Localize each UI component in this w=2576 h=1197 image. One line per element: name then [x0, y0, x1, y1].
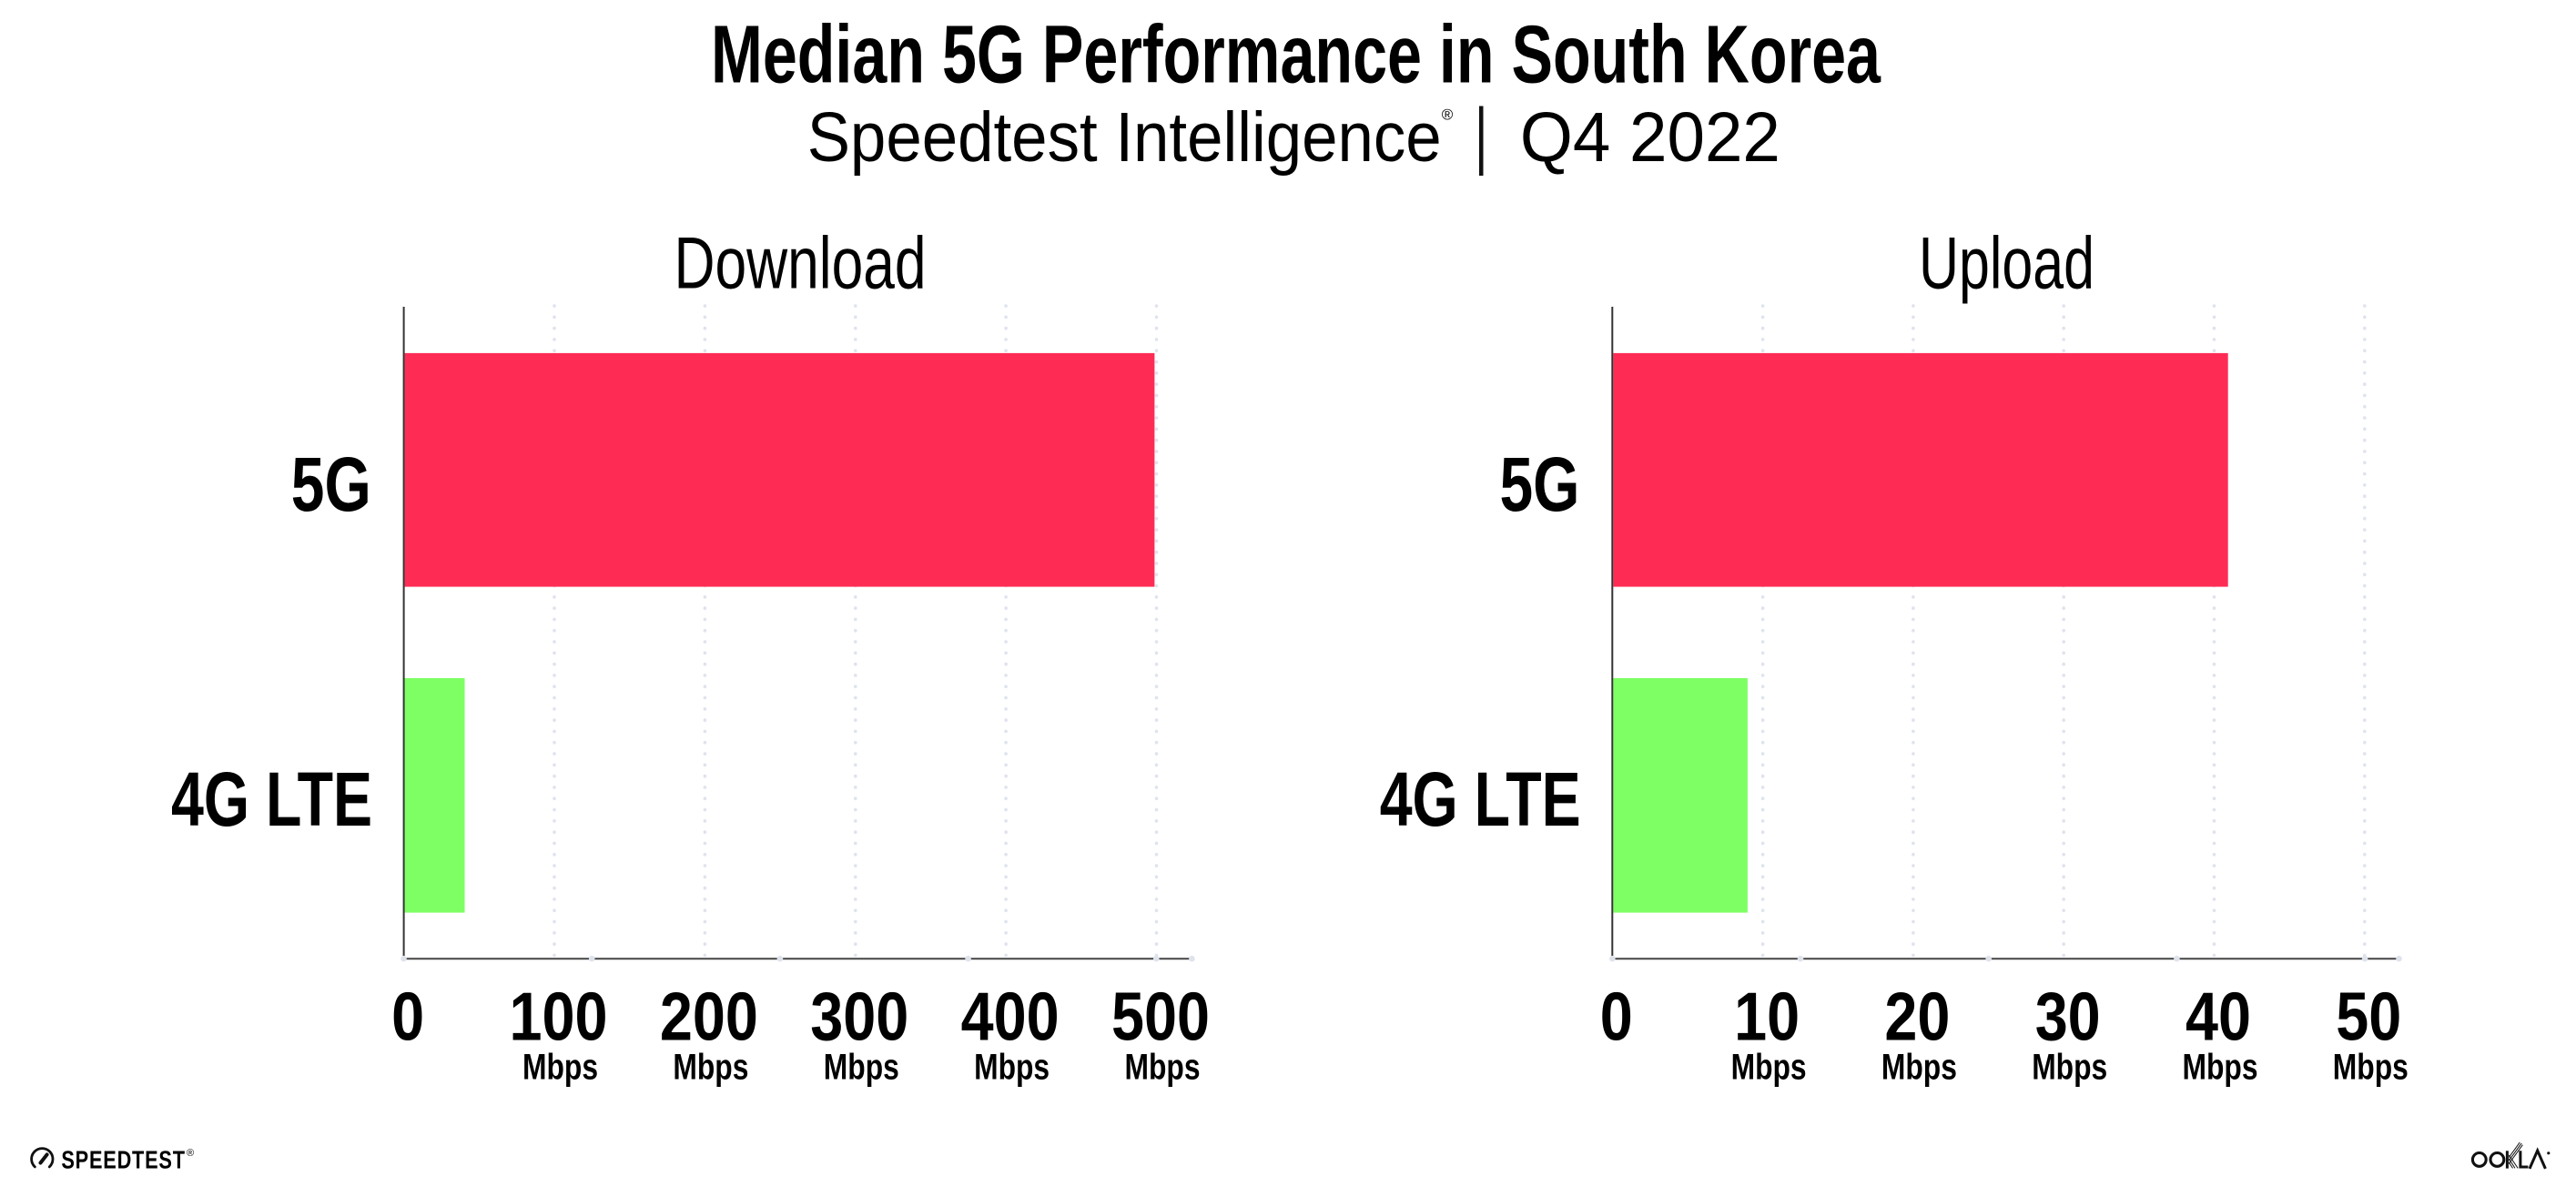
svg-text:5G: 5G — [1500, 441, 1580, 527]
svg-text:Mbps: Mbps — [974, 1047, 1050, 1087]
svg-text:SPEEDTEST: SPEEDTEST — [61, 1146, 185, 1174]
svg-text:0: 0 — [1600, 978, 1633, 1054]
svg-text:Mbps: Mbps — [522, 1047, 598, 1087]
svg-text:Mbps: Mbps — [2183, 1047, 2258, 1087]
svg-text:Download: Download — [674, 223, 927, 305]
svg-text:®: ® — [187, 1148, 194, 1159]
svg-text:Mbps: Mbps — [824, 1047, 899, 1087]
svg-text:200: 200 — [660, 978, 758, 1054]
svg-text:Mbps: Mbps — [1125, 1047, 1201, 1087]
svg-text:100: 100 — [510, 978, 608, 1054]
svg-text:40: 40 — [2186, 978, 2251, 1054]
svg-text:400: 400 — [961, 978, 1060, 1054]
svg-text:Mbps: Mbps — [1881, 1047, 1957, 1087]
svg-text:0: 0 — [391, 978, 424, 1054]
svg-text:50: 50 — [2336, 978, 2401, 1054]
svg-text:4G LTE: 4G LTE — [171, 756, 372, 842]
svg-text:Mbps: Mbps — [673, 1047, 748, 1087]
svg-text:Q4 2022: Q4 2022 — [1520, 98, 1780, 177]
svg-text:500: 500 — [1111, 978, 1210, 1054]
svg-text:30: 30 — [2035, 978, 2101, 1054]
svg-text:Mbps: Mbps — [2032, 1047, 2107, 1087]
svg-text:®: ® — [1442, 107, 1454, 124]
svg-text:10: 10 — [1734, 978, 1800, 1054]
svg-text:300: 300 — [810, 978, 908, 1054]
svg-text:5G: 5G — [291, 441, 371, 527]
svg-text:Mbps: Mbps — [2333, 1047, 2409, 1087]
svg-text:Median 5G Performance in South: Median 5G Performance in South Korea — [711, 10, 1881, 101]
svg-text:Upload: Upload — [1919, 223, 2094, 305]
svg-text:Mbps: Mbps — [1731, 1047, 1807, 1087]
svg-text:Speedtest Intelligence: Speedtest Intelligence — [807, 98, 1442, 177]
svg-text:20: 20 — [1884, 978, 1950, 1054]
svg-text:4G LTE: 4G LTE — [1380, 756, 1581, 842]
